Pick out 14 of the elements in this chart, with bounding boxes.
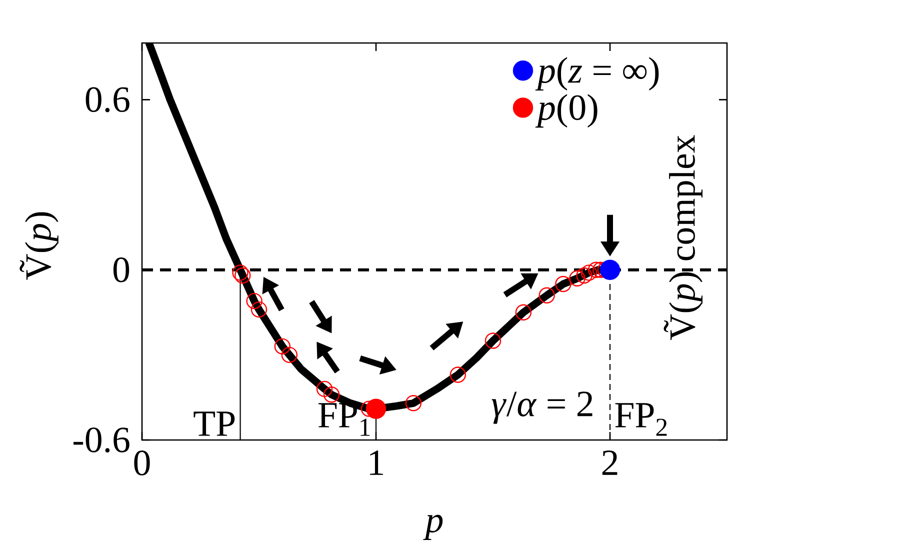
legend-label: p(0) xyxy=(535,94,598,128)
annotation: Ṽ(p) complex xyxy=(664,135,702,340)
y-axis-title: Ṽ(p) xyxy=(20,212,58,280)
y-tick-label: 0.6 xyxy=(86,87,130,112)
ref-line-label: FP$_{2}$ xyxy=(615,403,667,436)
legend-label: p(z = ∞) xyxy=(535,57,659,91)
x-tick-label: 2 xyxy=(602,450,618,475)
y-tick-label: 0 xyxy=(113,257,130,282)
y-tick-label: -0.6 xyxy=(74,427,130,453)
x-tick-label: 0 xyxy=(134,450,150,476)
x-axis-title: p xyxy=(423,514,443,540)
x-tick-label: 1 xyxy=(370,450,384,475)
ref-line-label: TP xyxy=(194,412,235,436)
annotation: γ/α = 2 xyxy=(492,392,592,424)
